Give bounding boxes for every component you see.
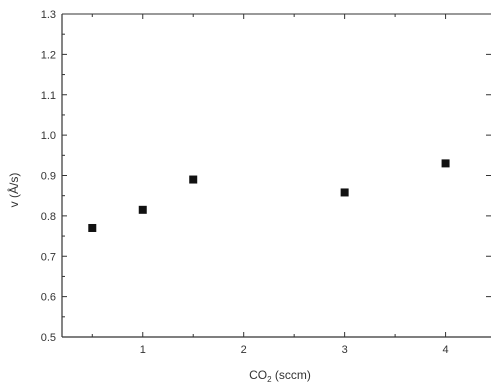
y-tick-label: 0.6 bbox=[41, 292, 56, 304]
y-tick-label: 1.0 bbox=[41, 130, 56, 142]
data-points bbox=[88, 159, 450, 232]
y-axis-label: v (Å/s) bbox=[6, 173, 21, 208]
y-tick-label: 1.2 bbox=[41, 49, 56, 61]
data-point bbox=[138, 205, 147, 214]
y-tick-label: 1.1 bbox=[41, 90, 56, 102]
data-point bbox=[340, 188, 349, 197]
data-point bbox=[189, 175, 198, 184]
y-tick-label: 1.3 bbox=[41, 9, 56, 21]
x-tick-label: 1 bbox=[140, 344, 146, 356]
data-point bbox=[88, 223, 97, 232]
y-tick-label: 0.5 bbox=[41, 332, 56, 344]
y-tick-label: 0.9 bbox=[41, 171, 56, 183]
axes bbox=[61, 13, 491, 338]
ticks: 0.5 0.6 0.7 0.8 0.9 1.0 1.1 1.2 1.3 1 2 3 4 bbox=[41, 9, 491, 356]
x-tick-label: 2 bbox=[241, 344, 247, 356]
data-point bbox=[441, 159, 450, 168]
y-tick-label: 0.7 bbox=[41, 251, 56, 263]
y-tick-label: 0.8 bbox=[41, 211, 56, 223]
x-tick-label: 4 bbox=[443, 344, 449, 356]
x-tick-label: 3 bbox=[342, 344, 348, 356]
x-axis-label: CO2 (sccm) bbox=[249, 368, 311, 384]
